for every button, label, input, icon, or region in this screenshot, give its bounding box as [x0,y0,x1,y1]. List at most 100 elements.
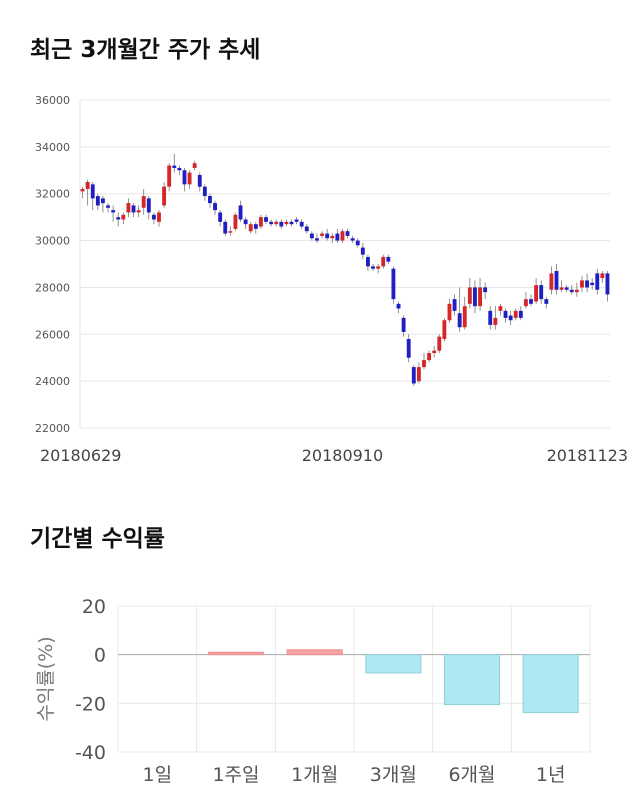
candle [80,186,85,199]
candle-body-down [100,198,105,204]
candle-body-down [569,289,574,293]
candle [473,280,477,314]
candle-body-down [223,221,228,234]
candle [131,203,136,218]
candle-body-down [269,221,274,225]
category-label: 1주일 [212,764,259,786]
candle [157,210,161,227]
candle-body-down [544,299,549,304]
candle-body-up [427,353,432,361]
candle [126,198,131,218]
candle [365,254,370,272]
candle [151,212,156,225]
candle-body-down [595,273,600,290]
candle [467,278,472,309]
candle [218,210,223,227]
candle-body-up [574,289,579,293]
candle-body-down [106,205,110,208]
candle [376,264,381,274]
y-tick-label: 32000 [35,188,70,201]
candle-body-up [136,210,141,213]
candle [411,364,416,386]
candle-body-down [488,310,493,325]
candle [580,275,584,293]
candle-body-down [503,310,508,318]
candle [345,228,350,239]
candle-body-down [401,317,406,332]
candle [279,219,284,229]
return-bar [207,651,265,656]
candle [559,280,564,293]
candle [208,193,212,208]
candle [335,228,340,243]
candle [437,334,442,354]
return-bar [522,654,579,714]
candle [350,235,355,243]
candle-body-down [304,226,309,232]
candle-body-down [90,184,95,199]
candle [605,271,610,302]
candle [243,217,248,229]
candle-body-up [559,287,564,290]
candle-body-up [80,189,85,192]
candle [523,292,528,309]
y-tick-label: 36000 [35,94,70,107]
candle [508,310,513,325]
candle [269,219,274,227]
candle-body-up [233,214,238,229]
return-bar [286,649,343,656]
candle-body-down [151,214,156,220]
candle-body-down [508,315,513,321]
candle-body-up [513,310,518,318]
candle [187,170,192,190]
candle [447,299,452,323]
candle-body-up [121,214,126,220]
candle-body-down [605,273,610,295]
candle [258,214,263,229]
candle-body-up [167,165,172,187]
candle [600,271,605,283]
candle-body-down [554,271,559,290]
candle-body-down [294,219,299,222]
candle [478,278,482,311]
candle [146,196,151,220]
candle-body-down [208,196,212,204]
candle [452,294,457,316]
candle-body-up [381,256,386,267]
candle [90,182,95,211]
price-trend-title: 최근 3개월간 주가 추세 [30,37,261,63]
candle [325,228,330,241]
candle-body-up [447,303,452,321]
y-tick-label: 20 [82,596,106,618]
candle-body-down [345,231,350,236]
candle-body-down [146,198,151,213]
candle [595,268,600,295]
candle-body-down [365,256,370,267]
candle [172,153,177,173]
y-tick-label: -20 [75,693,106,715]
candle [197,172,202,192]
candle [585,273,590,293]
candle [192,160,197,171]
candle [304,224,309,234]
candle [549,266,554,295]
x-tick-label: 20180629 [40,446,121,465]
candle-body-down [406,338,411,358]
candle-body-down [238,205,243,220]
candle [569,285,574,295]
candle-body-down [386,256,391,262]
candle-body-down [213,203,217,211]
candle-body-down [116,217,121,220]
candle [228,226,233,236]
candle-body-down [391,268,396,300]
category-label: 1년 [536,764,566,786]
candle-body-down [325,233,330,239]
candle [554,264,559,295]
candle [284,219,289,227]
candle [274,219,279,227]
candle-body-down [264,217,268,222]
y-tick-label: 34000 [35,141,70,154]
candle [136,205,141,218]
category-label: 3개월 [370,764,417,786]
